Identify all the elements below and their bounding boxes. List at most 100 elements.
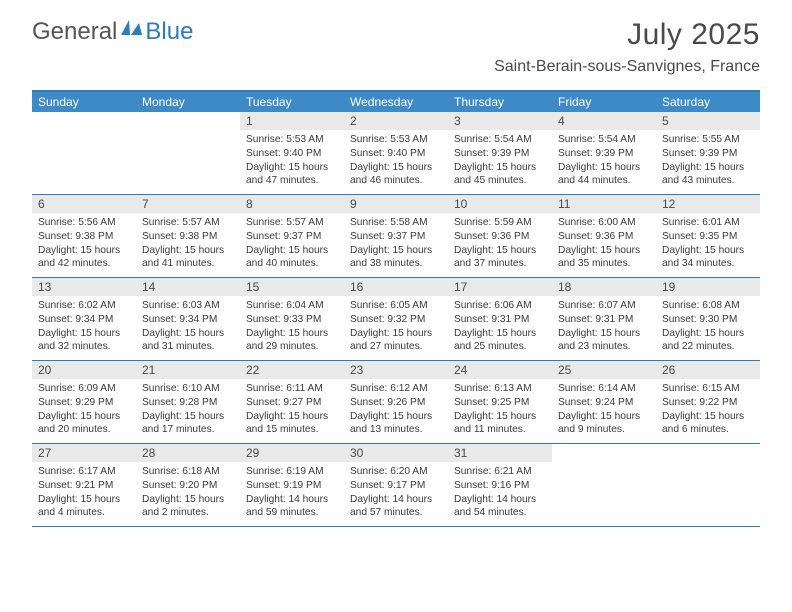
sunrise-text: Sunrise: 6:01 AM xyxy=(662,216,754,230)
sunrise-text: Sunrise: 5:53 AM xyxy=(350,133,442,147)
day-content: Sunrise: 5:58 AMSunset: 9:37 PMDaylight:… xyxy=(344,213,448,275)
day-cell: 9Sunrise: 5:58 AMSunset: 9:37 PMDaylight… xyxy=(344,195,448,277)
week-row: 1 Sunrise: 5:53 AMSunset: 9:40 PM Daylight… xyxy=(32,112,760,195)
day-number: 3 xyxy=(448,112,552,130)
title-block: July 2025 Saint-Berain-sous-Sanvignes, F… xyxy=(494,18,760,76)
day-content: Sunrise: 5:54 AMSunset: 9:39 PMDaylight:… xyxy=(552,130,656,192)
day-content: Sunrise: 6:21 AMSunset: 9:16 PMDaylight:… xyxy=(448,462,552,524)
sunrise-text: Sunrise: 6:19 AM xyxy=(246,465,338,479)
daylight-text: Daylight: 15 hours and 29 minutes. xyxy=(246,327,338,355)
daylight-text: Daylight: 15 hours and 13 minutes. xyxy=(350,410,442,438)
day-content: Sunrise: 6:18 AMSunset: 9:20 PMDaylight:… xyxy=(136,462,240,524)
sunset-text: Sunset: 9:38 PM xyxy=(142,230,234,244)
day-content: Sunrise: 5:54 AMSunset: 9:39 PMDaylight:… xyxy=(448,130,552,192)
day-content: Sunrise: 5:57 AMSunset: 9:38 PMDaylight:… xyxy=(136,213,240,275)
day-number: 15 xyxy=(240,278,344,296)
sunrise-text: Sunrise: 6:04 AM xyxy=(246,299,338,313)
sunrise-text: Sunrise: 6:02 AM xyxy=(38,299,130,313)
daylight-text: Daylight: 14 hours and 54 minutes. xyxy=(454,493,546,521)
daylight-text: Daylight: 15 hours and 15 minutes. xyxy=(246,410,338,438)
day-cell: 27Sunrise: 6:17 AMSunset: 9:21 PMDayligh… xyxy=(32,444,136,526)
daylight-text: Daylight: 15 hours and 42 minutes. xyxy=(38,244,130,272)
weekday-label: Saturday xyxy=(656,92,760,112)
sunrise-text: Sunrise: 6:21 AM xyxy=(454,465,546,479)
day-number: 1 xyxy=(240,112,344,130)
day-number: 24 xyxy=(448,361,552,379)
weekday-label: Wednesday xyxy=(344,92,448,112)
day-content: Sunrise: 6:07 AMSunset: 9:31 PMDaylight:… xyxy=(552,296,656,358)
day-cell: 25Sunrise: 6:14 AMSunset: 9:24 PMDayligh… xyxy=(552,361,656,443)
page-title: July 2025 xyxy=(494,18,760,52)
day-number: 5 xyxy=(656,112,760,130)
day-content: Sunrise: 6:15 AMSunset: 9:22 PMDaylight:… xyxy=(656,379,760,441)
calendar: SundayMondayTuesdayWednesdayThursdayFrid… xyxy=(32,90,760,527)
day-content: Sunrise: 6:04 AMSunset: 9:33 PMDaylight:… xyxy=(240,296,344,358)
day-cell: 2Sunrise: 5:53 AMSunset: 9:40 PMDaylight… xyxy=(344,112,448,194)
day-cell: 10Sunrise: 5:59 AMSunset: 9:36 PMDayligh… xyxy=(448,195,552,277)
daylight-text: Daylight: 15 hours and 43 minutes. xyxy=(662,161,754,189)
weekday-label: Monday xyxy=(136,92,240,112)
sunrise-text: Sunrise: 6:06 AM xyxy=(454,299,546,313)
day-number: 7 xyxy=(136,195,240,213)
day-number: 20 xyxy=(32,361,136,379)
daylight-text: Daylight: 15 hours and 9 minutes. xyxy=(558,410,650,438)
day-number: 17 xyxy=(448,278,552,296)
day-cell: 24Sunrise: 6:13 AMSunset: 9:25 PMDayligh… xyxy=(448,361,552,443)
week-row: 20Sunrise: 6:09 AMSunset: 9:29 PMDayligh… xyxy=(32,361,760,444)
week-row: 27Sunrise: 6:17 AMSunset: 9:21 PMDayligh… xyxy=(32,444,760,527)
day-cell: 30Sunrise: 6:20 AMSunset: 9:17 PMDayligh… xyxy=(344,444,448,526)
day-cell: 17Sunrise: 6:06 AMSunset: 9:31 PMDayligh… xyxy=(448,278,552,360)
day-number: 4 xyxy=(552,112,656,130)
logo: General Blue xyxy=(32,18,193,46)
header: General Blue July 2025 Saint-Berain-sous… xyxy=(0,0,792,82)
day-number: 29 xyxy=(240,444,344,462)
day-number: 31 xyxy=(448,444,552,462)
day-cell xyxy=(656,444,760,526)
day-cell: 5Sunrise: 5:55 AMSunset: 9:39 PMDaylight… xyxy=(656,112,760,194)
sunset-text: Sunset: 9:26 PM xyxy=(350,396,442,410)
daylight-text: Daylight: 15 hours and 6 minutes. xyxy=(662,410,754,438)
day-cell: 19Sunrise: 6:08 AMSunset: 9:30 PMDayligh… xyxy=(656,278,760,360)
day-content: Sunrise: 5:56 AMSunset: 9:38 PMDaylight:… xyxy=(32,213,136,275)
sunrise-text: Sunrise: 6:12 AM xyxy=(350,382,442,396)
day-cell: 15Sunrise: 6:04 AMSunset: 9:33 PMDayligh… xyxy=(240,278,344,360)
day-content: Sunrise: 6:11 AMSunset: 9:27 PMDaylight:… xyxy=(240,379,344,441)
day-content: Sunrise: 6:00 AMSunset: 9:36 PMDaylight:… xyxy=(552,213,656,275)
sunset-text: Sunset: 9:40 PM xyxy=(350,147,442,161)
day-content: Sunrise: 5:57 AMSunset: 9:37 PMDaylight:… xyxy=(240,213,344,275)
weekday-label: Friday xyxy=(552,92,656,112)
daylight-text: Daylight: 15 hours and 20 minutes. xyxy=(38,410,130,438)
sunrise-text: Sunrise: 5:57 AM xyxy=(246,216,338,230)
sunrise-text: Sunrise: 6:11 AM xyxy=(246,382,338,396)
day-cell: 3Sunrise: 5:54 AMSunset: 9:39 PMDaylight… xyxy=(448,112,552,194)
logo-mark-icon xyxy=(121,18,143,41)
sunrise-text: Sunrise: 5:59 AM xyxy=(454,216,546,230)
sunset-text: Sunset: 9:39 PM xyxy=(662,147,754,161)
sunrise-text: Sunrise: 6:10 AM xyxy=(142,382,234,396)
day-content: Sunrise: 6:19 AMSunset: 9:19 PMDaylight:… xyxy=(240,462,344,524)
day-content: Sunrise: 5:59 AMSunset: 9:36 PMDaylight:… xyxy=(448,213,552,275)
day-cell: 22Sunrise: 6:11 AMSunset: 9:27 PMDayligh… xyxy=(240,361,344,443)
sunrise-text: Sunrise: 6:17 AM xyxy=(38,465,130,479)
sunset-text: Sunset: 9:36 PM xyxy=(454,230,546,244)
day-number: 6 xyxy=(32,195,136,213)
daylight-text: Daylight: 15 hours and 41 minutes. xyxy=(142,244,234,272)
day-cell: 4Sunrise: 5:54 AMSunset: 9:39 PMDaylight… xyxy=(552,112,656,194)
day-cell: 29Sunrise: 6:19 AMSunset: 9:19 PMDayligh… xyxy=(240,444,344,526)
weeks: 1 Sunrise: 5:53 AMSunset: 9:40 PM Daylight… xyxy=(32,112,760,527)
day-cell xyxy=(552,444,656,526)
sunrise-text: Sunrise: 6:09 AM xyxy=(38,382,130,396)
day-number: 13 xyxy=(32,278,136,296)
day-content: Sunrise: 6:08 AMSunset: 9:30 PMDaylight:… xyxy=(656,296,760,358)
day-number: 25 xyxy=(552,361,656,379)
sunset-text: Sunset: 9:39 PM xyxy=(454,147,546,161)
sunrise-text: Sunrise: 6:08 AM xyxy=(662,299,754,313)
day-cell: 26Sunrise: 6:15 AMSunset: 9:22 PMDayligh… xyxy=(656,361,760,443)
day-content: Sunrise: 6:01 AMSunset: 9:35 PMDaylight:… xyxy=(656,213,760,275)
day-cell: 16Sunrise: 6:05 AMSunset: 9:32 PMDayligh… xyxy=(344,278,448,360)
day-content: Sunrise: 6:02 AMSunset: 9:34 PMDaylight:… xyxy=(32,296,136,358)
sunset-text: Sunset: 9:25 PM xyxy=(454,396,546,410)
sunset-text: Sunset: 9:28 PM xyxy=(142,396,234,410)
sunrise-text: Sunrise: 6:07 AM xyxy=(558,299,650,313)
daylight-text: Daylight: 15 hours and 35 minutes. xyxy=(558,244,650,272)
